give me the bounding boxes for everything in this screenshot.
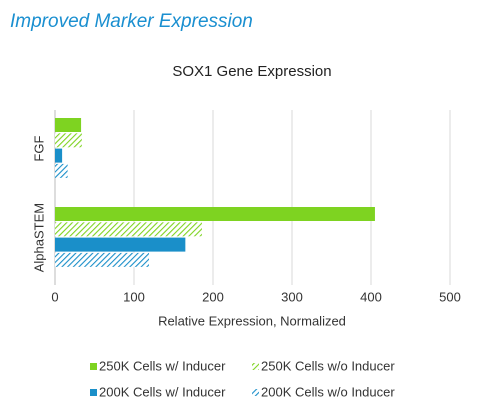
bar: [55, 163, 68, 178]
page-heading: Improved Marker Expression: [10, 11, 253, 32]
bar: [55, 237, 186, 252]
legend-label: 250K Cells w/o Inducer: [261, 358, 395, 373]
legend-swatch: [90, 389, 97, 396]
y-tick-label: FGF: [31, 136, 46, 162]
x-tick-label: 300: [281, 289, 303, 304]
x-tick-label: 100: [123, 289, 145, 304]
legend-label: 200K Cells w/o Inducer: [261, 384, 395, 399]
bar: [55, 207, 375, 221]
x-tick-label: 400: [360, 289, 382, 304]
bar: [55, 148, 63, 163]
x-axis-label: Relative Expression, Normalized: [158, 313, 346, 328]
bar: [55, 133, 82, 148]
legend-swatch: [252, 389, 259, 396]
legend-swatch: [252, 363, 259, 370]
x-tick-label: 200: [202, 289, 224, 304]
chart-title: SOX1 Gene Expression: [172, 63, 331, 80]
bar: [55, 222, 202, 237]
x-tick-label: 500: [439, 289, 461, 304]
x-tick-label: 0: [51, 289, 58, 304]
bar: [55, 118, 82, 132]
legend-label: 250K Cells w/ Inducer: [99, 358, 226, 373]
bar: [55, 252, 150, 267]
legend-swatch: [90, 363, 97, 370]
legend-label: 200K Cells w/ Inducer: [99, 384, 226, 399]
y-tick-label: AlphaSTEM: [31, 203, 46, 272]
